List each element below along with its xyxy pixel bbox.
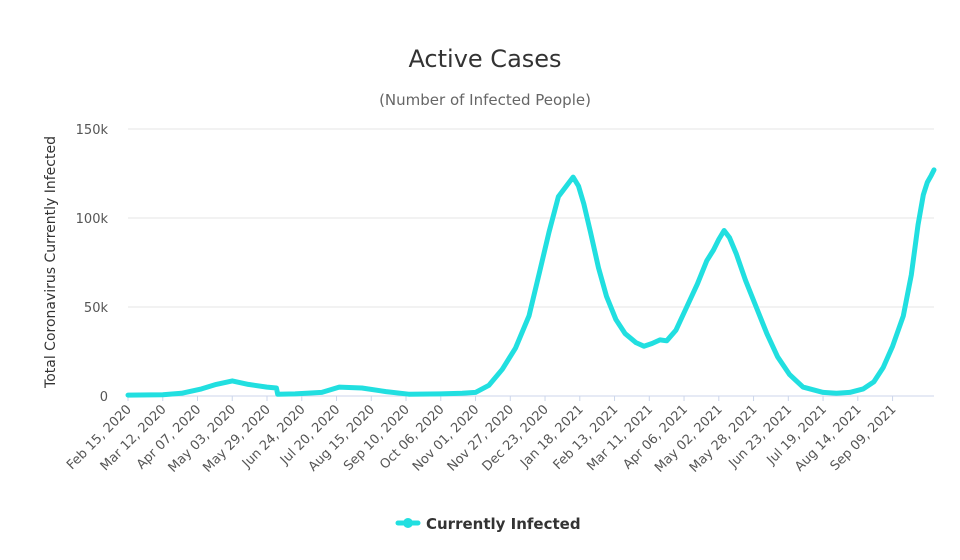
legend[interactable]: Currently Infected (395, 515, 581, 533)
y-tick-label: 150k (76, 123, 109, 138)
chart-subtitle: (Number of Infected People) (379, 91, 591, 109)
y-axis-ticks: 0 50k 100k 150k (76, 123, 109, 405)
chart-title: Active Cases (408, 45, 561, 73)
legend-label-currently-infected[interactable]: Currently Infected (426, 515, 581, 533)
legend-swatch-marker (403, 518, 413, 528)
series-line-currently-infected[interactable] (125, 167, 937, 398)
y-tick-label: 100k (76, 212, 109, 227)
y-tick-label: 0 (100, 390, 108, 405)
y-axis-title: Total Coronavirus Currently Infected (43, 136, 59, 389)
gridlines (128, 128, 934, 308)
y-tick-label: 50k (84, 301, 109, 316)
